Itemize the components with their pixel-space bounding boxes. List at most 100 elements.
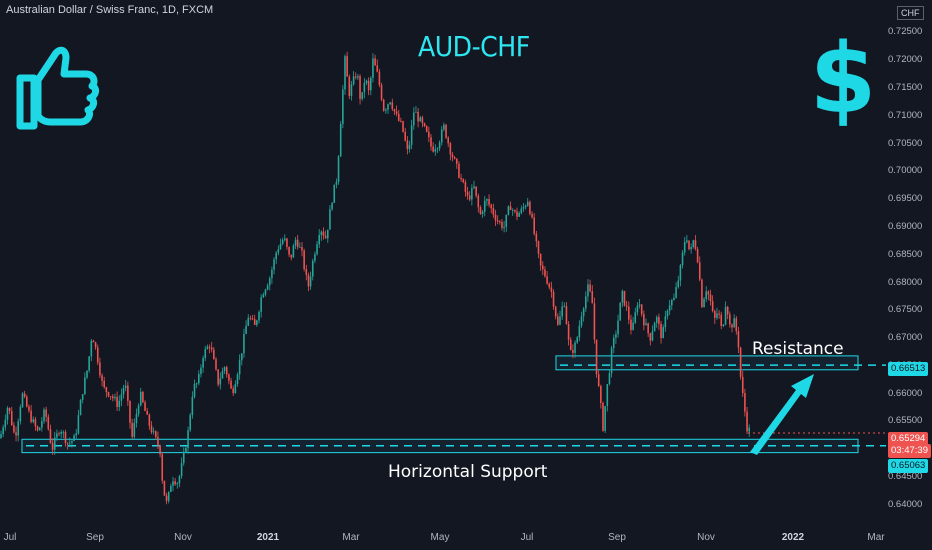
- candle-body: [714, 310, 716, 318]
- candle-body: [585, 296, 587, 309]
- candle-body: [92, 340, 95, 343]
- x-tick-label: Mar: [342, 532, 360, 543]
- candle-body: [660, 323, 662, 339]
- candle-body: [350, 84, 353, 96]
- candle-body: [606, 384, 609, 407]
- candle-body: [724, 306, 727, 325]
- candle-body: [322, 231, 325, 236]
- candle-body: [595, 339, 598, 375]
- candle-body: [30, 410, 32, 422]
- support-label: Horizontal Support: [388, 462, 548, 482]
- y-tick-label: 0.72500: [888, 26, 923, 38]
- x-tick-label: Jul: [520, 532, 534, 543]
- y-tick-label: 0.67500: [888, 304, 923, 316]
- candle-body: [152, 431, 155, 433]
- candle-body: [41, 421, 43, 428]
- candle-body: [464, 182, 467, 192]
- candle-body: [707, 291, 710, 295]
- candle-body: [722, 324, 725, 327]
- candle-body: [701, 279, 703, 308]
- candle-body: [705, 291, 707, 299]
- candle-body: [623, 290, 626, 306]
- candle-body: [471, 188, 473, 200]
- candle-body: [303, 250, 305, 270]
- y-tick-label: 0.65500: [888, 415, 923, 427]
- candle-body: [382, 99, 385, 111]
- candle-body: [535, 233, 538, 242]
- candle-body: [625, 305, 628, 307]
- candle-body: [114, 396, 116, 399]
- candle-body: [96, 347, 99, 363]
- candle-body: [133, 423, 136, 437]
- candle-body: [430, 137, 432, 147]
- candle-body: [139, 391, 142, 406]
- candle-body: [161, 454, 164, 481]
- currency-badge[interactable]: CHF: [897, 6, 924, 20]
- candle-body: [731, 324, 733, 328]
- candle-body: [307, 275, 310, 287]
- candle-body: [397, 113, 400, 121]
- candle-body: [496, 220, 499, 222]
- candle-body: [744, 393, 746, 412]
- resistance-zone: [555, 355, 859, 371]
- candle-body: [492, 208, 495, 215]
- candle-body: [651, 331, 654, 341]
- candle-body: [357, 76, 359, 78]
- candle-body: [681, 252, 684, 266]
- y-tick-label: 0.70000: [888, 165, 923, 177]
- candle-body: [449, 143, 452, 155]
- candle-body: [137, 405, 140, 414]
- candle-body: [643, 314, 645, 326]
- candle-body: [213, 349, 215, 360]
- candle-body: [309, 276, 312, 287]
- candle-body: [105, 387, 108, 393]
- candle-body: [251, 318, 254, 320]
- candle-body: [462, 179, 465, 183]
- candle-body: [406, 140, 409, 150]
- candle-body: [262, 294, 265, 298]
- candle-body: [402, 121, 404, 132]
- candle-body: [505, 214, 508, 227]
- candle-body: [195, 383, 198, 385]
- candle-body: [621, 290, 624, 303]
- x-tick-label: May: [430, 532, 450, 543]
- candle-body: [561, 306, 563, 317]
- y-tick-label: 0.72000: [888, 54, 923, 66]
- candle-body: [628, 306, 630, 320]
- candle-body: [236, 374, 239, 385]
- current-price-tag: 0.65294: [888, 432, 929, 446]
- candle-body: [53, 437, 56, 450]
- candle-body: [159, 445, 161, 455]
- candle-body: [580, 316, 583, 326]
- candle-body: [249, 317, 252, 319]
- candle-body: [64, 431, 67, 443]
- candle-body: [634, 312, 637, 323]
- candle-body: [720, 314, 723, 327]
- candle-body: [49, 429, 52, 444]
- candle-body: [546, 276, 548, 284]
- candle-body: [238, 360, 241, 375]
- candle-body: [739, 347, 742, 377]
- candle-body: [264, 289, 267, 295]
- candle-body: [434, 149, 437, 152]
- candle-body: [413, 112, 415, 126]
- y-tick-label: 0.64500: [888, 471, 923, 483]
- candle-body: [155, 431, 157, 438]
- candle-body: [2, 427, 4, 435]
- candle-body: [148, 414, 151, 426]
- candle-body: [256, 320, 258, 325]
- candle-body: [591, 291, 594, 304]
- candle-body: [636, 305, 639, 313]
- candle-body: [677, 280, 680, 288]
- candle-body: [696, 248, 699, 263]
- candle-body: [232, 388, 234, 394]
- candle-body: [423, 123, 426, 126]
- candle-body: [241, 353, 243, 361]
- candle-body: [565, 306, 568, 325]
- candle-body: [8, 407, 11, 412]
- candle-body: [329, 209, 331, 230]
- candle-body: [372, 58, 374, 78]
- candle-body: [520, 208, 523, 213]
- candle-body: [86, 370, 88, 378]
